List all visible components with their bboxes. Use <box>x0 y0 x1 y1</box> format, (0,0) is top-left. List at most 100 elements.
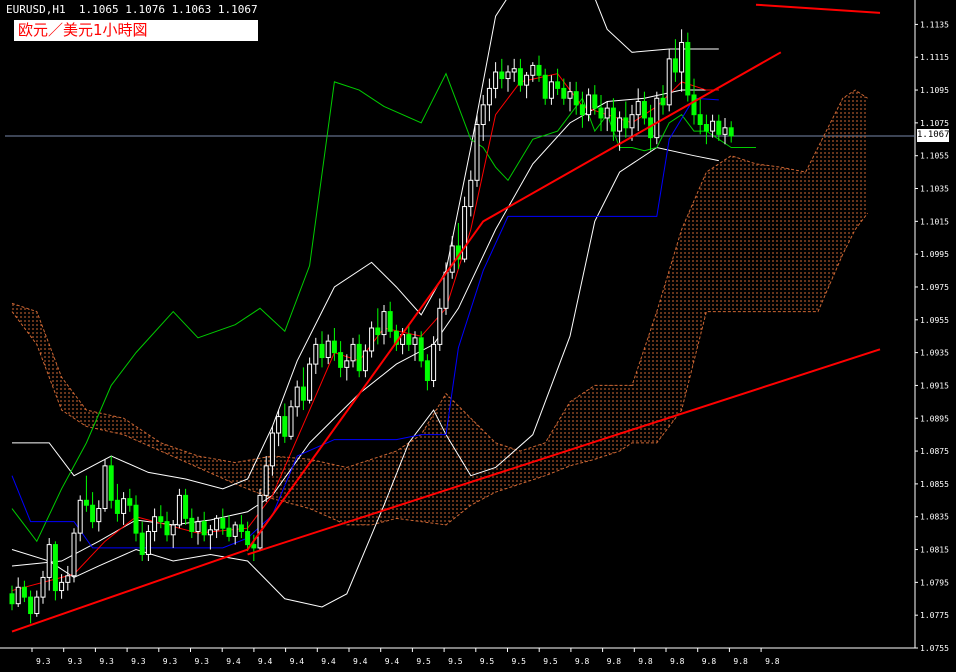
candle-body <box>139 532 145 555</box>
candle-body <box>555 81 561 89</box>
candle-body <box>697 114 703 126</box>
x-tick-label: 9.4 <box>385 657 400 666</box>
y-tick-label: 1.1055 <box>920 152 949 161</box>
candle-body <box>641 101 647 119</box>
candle-body <box>375 327 381 336</box>
candle-body <box>195 521 201 532</box>
candle-body <box>449 245 455 273</box>
candle-body <box>238 524 244 532</box>
x-tick-label: 9.4 <box>353 657 368 666</box>
candle-body <box>276 416 282 434</box>
candle-body <box>437 307 443 345</box>
candle-body <box>573 91 579 106</box>
candle-body <box>548 81 554 99</box>
candle-body <box>59 581 65 592</box>
candle-body <box>517 68 523 86</box>
candle-body <box>127 498 133 506</box>
candle-body <box>294 386 300 408</box>
candle-body <box>604 107 610 119</box>
y-tick-label: 1.0755 <box>920 644 949 653</box>
candle-body <box>207 529 213 536</box>
candle-body <box>710 120 716 132</box>
candle-body <box>40 576 46 598</box>
candle-body <box>145 530 151 555</box>
candle-body <box>269 432 275 467</box>
candle-body <box>350 343 356 362</box>
kijun-sen-line <box>11 97 719 549</box>
y-tick-label: 1.0955 <box>920 316 949 325</box>
x-tick-label: 9.3 <box>163 657 178 666</box>
candle-body <box>356 343 362 372</box>
candle-body <box>251 544 257 549</box>
y-tick-label: 1.1135 <box>920 20 949 29</box>
candle-body <box>96 508 102 523</box>
y-tick-label: 1.0795 <box>920 578 949 587</box>
candle-body <box>77 499 83 534</box>
senkou-span-a <box>11 89 868 469</box>
x-tick-label: 9.5 <box>416 657 431 666</box>
x-tick-label: 9.3 <box>131 657 146 666</box>
trendline <box>11 51 782 633</box>
candle-body <box>170 524 176 536</box>
y-tick-label: 1.1115 <box>920 53 949 62</box>
axes-layer <box>0 0 916 649</box>
chart-title: 欧元／美元1小時図 <box>14 20 258 41</box>
y-tick-label: 1.0915 <box>920 381 949 390</box>
candle-body <box>152 516 158 532</box>
candle-body <box>728 127 734 137</box>
x-tick-label: 9.3 <box>99 657 114 666</box>
x-tick-label: 9.8 <box>607 657 622 666</box>
trendline <box>247 348 881 556</box>
candle-body <box>114 499 120 514</box>
y-tick-label: 1.1015 <box>920 217 949 226</box>
candle-body <box>486 87 492 106</box>
candle-body <box>672 58 678 73</box>
candle-body <box>300 386 306 401</box>
x-tick-label: 9.5 <box>480 657 495 666</box>
candle-body <box>65 575 71 583</box>
candle-body <box>183 494 189 519</box>
y-axis: 1.1135 1.1115 1.1095 1.1075 1.1055 1.1035 1.10… <box>915 20 949 653</box>
candle-body <box>462 206 468 260</box>
candle-body <box>362 350 368 372</box>
candle-body <box>28 596 34 615</box>
candle-body <box>592 94 598 109</box>
candle-body <box>499 71 505 80</box>
candle-body <box>313 343 319 365</box>
candle-body <box>133 504 139 534</box>
ichimoku-cloud <box>11 89 868 526</box>
candle-body <box>666 58 672 106</box>
x-tick-label: 9.8 <box>733 657 748 666</box>
candle-body <box>505 71 511 80</box>
symbol-info: EURUSD,H1 1.1065 1.1076 1.1063 1.1067 <box>6 3 258 16</box>
candle-body <box>158 516 164 523</box>
candle-body <box>691 94 697 116</box>
candle-body <box>679 41 685 73</box>
candle-body <box>263 465 269 496</box>
candle-body <box>561 87 567 99</box>
y-tick-label: 1.0875 <box>920 447 949 456</box>
candle-body <box>288 406 294 437</box>
candle-body <box>412 337 418 345</box>
candle-body <box>431 343 437 382</box>
y-tick-label: 1.0855 <box>920 480 949 489</box>
x-tick-label: 9.5 <box>448 657 463 666</box>
candle-body <box>325 340 331 359</box>
current-price-label: 1.1067 <box>917 129 950 142</box>
x-tick-label: 9.4 <box>290 657 305 666</box>
candle-body <box>511 68 517 73</box>
y-tick-label: 1.1035 <box>920 185 949 194</box>
candle-body <box>654 97 660 139</box>
x-tick-label: 9.3 <box>68 657 83 666</box>
y-tick-label: 1.0775 <box>920 611 949 620</box>
trendlines <box>11 3 881 633</box>
candle-body <box>722 127 728 135</box>
candle-body <box>102 465 108 510</box>
candle-body <box>245 530 251 546</box>
candle-body <box>703 124 709 132</box>
candle-body <box>617 117 623 132</box>
bollinger-lower-line <box>11 146 719 608</box>
candle-body <box>524 74 530 86</box>
candle-body <box>232 524 238 537</box>
